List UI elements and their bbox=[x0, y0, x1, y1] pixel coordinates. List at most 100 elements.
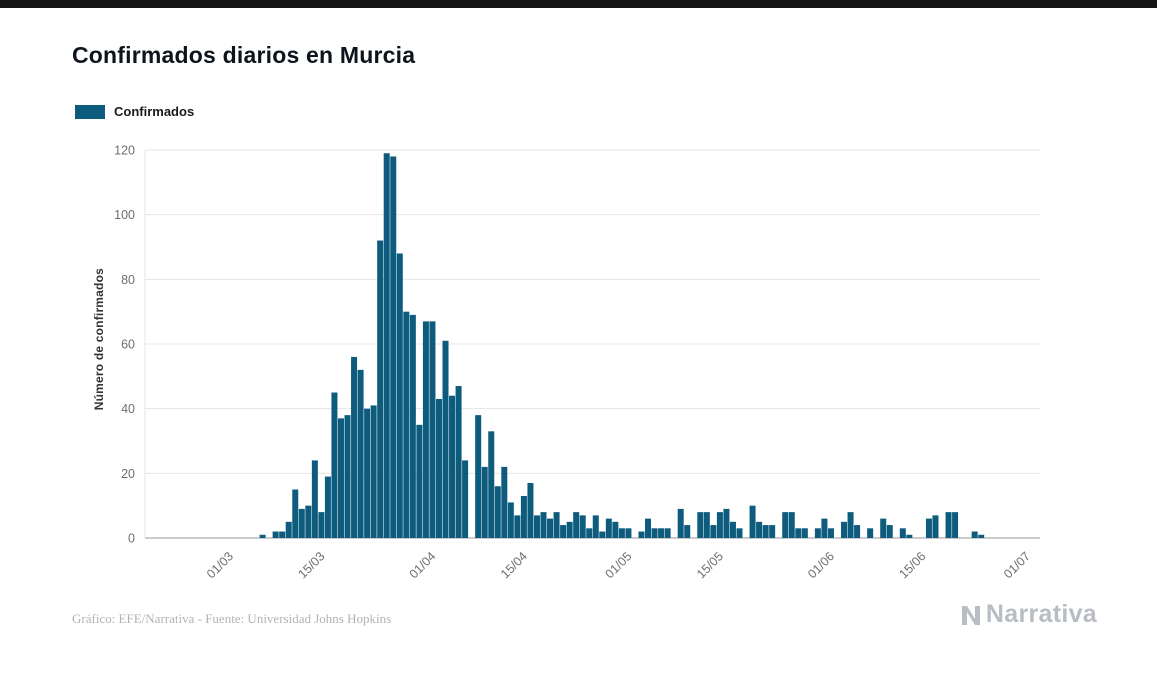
bar bbox=[978, 534, 985, 538]
bar bbox=[462, 460, 469, 538]
bar bbox=[435, 398, 442, 538]
bar bbox=[305, 505, 312, 538]
bar bbox=[684, 525, 691, 538]
bar bbox=[867, 528, 874, 538]
bar bbox=[925, 518, 932, 538]
bar bbox=[520, 495, 527, 538]
bar bbox=[821, 518, 828, 538]
bar bbox=[292, 489, 299, 538]
bar bbox=[814, 528, 821, 538]
legend: Confirmados bbox=[75, 104, 194, 119]
bar bbox=[899, 528, 906, 538]
bar bbox=[952, 512, 959, 538]
x-tick-label: 01/03 bbox=[204, 549, 236, 581]
bar bbox=[331, 392, 338, 538]
bar bbox=[364, 408, 371, 538]
bar bbox=[854, 525, 861, 538]
x-tick-label: 01/05 bbox=[603, 549, 635, 581]
bar bbox=[475, 415, 482, 538]
bar bbox=[573, 512, 580, 538]
source-credit: Gráfico: EFE/Narrativa - Fuente: Univers… bbox=[72, 611, 392, 626]
bar bbox=[488, 431, 495, 538]
narrativa-logo-icon bbox=[961, 605, 980, 625]
bar bbox=[638, 531, 645, 538]
bar bbox=[599, 531, 606, 538]
y-tick-label: 80 bbox=[121, 273, 135, 287]
bar bbox=[324, 476, 331, 538]
bar bbox=[527, 483, 534, 538]
x-tick-label: 15/06 bbox=[897, 549, 929, 581]
bar bbox=[716, 512, 723, 538]
bar bbox=[298, 508, 305, 538]
bar bbox=[579, 515, 586, 538]
y-tick-label: 20 bbox=[121, 467, 135, 481]
legend-swatch bbox=[75, 104, 105, 119]
bar bbox=[455, 386, 462, 538]
bar bbox=[357, 369, 364, 538]
y-tick-label: 60 bbox=[121, 338, 135, 352]
y-tick-label: 120 bbox=[114, 144, 135, 158]
bar bbox=[344, 415, 351, 538]
x-tick-label: 01/07 bbox=[1001, 549, 1033, 581]
bar bbox=[788, 512, 795, 538]
bar bbox=[769, 525, 776, 538]
bar bbox=[553, 512, 560, 538]
x-tick-label: 15/05 bbox=[694, 549, 726, 581]
bar bbox=[677, 508, 684, 538]
x-tick-label: 01/04 bbox=[407, 549, 439, 581]
bar bbox=[566, 521, 573, 538]
bar bbox=[658, 528, 665, 538]
bar bbox=[422, 321, 429, 538]
bar bbox=[749, 505, 756, 538]
legend-label: Confirmados bbox=[114, 104, 195, 119]
bar bbox=[377, 240, 384, 538]
bar bbox=[396, 253, 403, 538]
x-tick-label: 15/03 bbox=[295, 549, 327, 581]
bar bbox=[449, 395, 456, 538]
bar bbox=[481, 466, 488, 538]
bar bbox=[533, 515, 540, 538]
bar bbox=[540, 512, 547, 538]
bar bbox=[971, 531, 978, 538]
bar bbox=[612, 521, 619, 538]
bar bbox=[736, 528, 743, 538]
y-tick-label: 0 bbox=[128, 532, 135, 546]
bar bbox=[560, 525, 567, 538]
bar bbox=[618, 528, 625, 538]
bar bbox=[729, 521, 736, 538]
narrativa-logo-text: Narrativa bbox=[985, 600, 1097, 628]
bar bbox=[827, 528, 834, 538]
bar bbox=[383, 153, 390, 539]
bar bbox=[586, 528, 593, 538]
bar bbox=[285, 521, 292, 538]
bar bbox=[723, 508, 730, 538]
bar bbox=[605, 518, 612, 538]
bar bbox=[847, 512, 854, 538]
bar bbox=[390, 156, 397, 538]
page-title: Confirmados diarios en Murcia bbox=[72, 42, 416, 68]
narrativa-logo: Narrativa bbox=[958, 600, 1097, 629]
bar bbox=[507, 502, 514, 538]
bar bbox=[756, 521, 763, 538]
bar bbox=[514, 515, 521, 538]
bar bbox=[311, 460, 318, 538]
y-tick-label: 40 bbox=[121, 402, 135, 416]
bar-chart: 0 20 40 60 80 100 120 01/03 15/03 01/04 15/04 01/05… bbox=[114, 144, 1040, 581]
bar bbox=[664, 528, 671, 538]
bar bbox=[841, 521, 848, 538]
bar bbox=[697, 512, 704, 538]
bar bbox=[337, 418, 344, 538]
bar bbox=[880, 518, 887, 538]
bar bbox=[651, 528, 658, 538]
bar bbox=[279, 531, 286, 538]
bar bbox=[801, 528, 808, 538]
bar bbox=[494, 486, 501, 538]
bar bbox=[416, 424, 423, 538]
bar bbox=[710, 525, 717, 538]
x-tick-label: 15/04 bbox=[498, 549, 530, 581]
bar bbox=[886, 525, 893, 538]
bar bbox=[501, 466, 508, 538]
y-tick-label: 100 bbox=[114, 208, 135, 222]
bar bbox=[945, 512, 952, 538]
bar bbox=[351, 356, 358, 538]
